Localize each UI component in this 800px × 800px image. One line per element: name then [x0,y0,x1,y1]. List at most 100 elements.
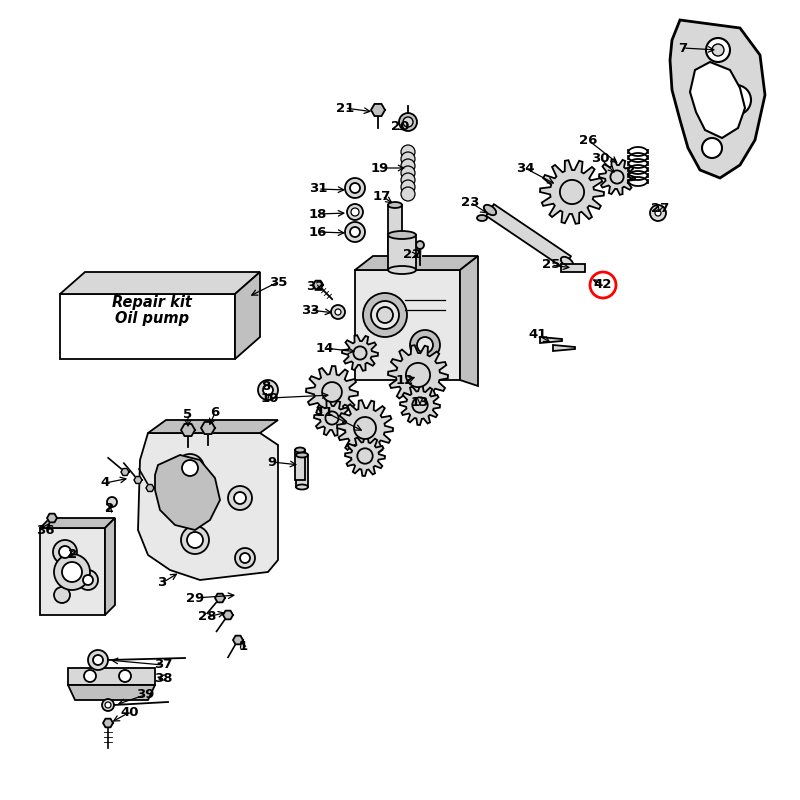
Circle shape [119,670,131,682]
Circle shape [401,187,415,201]
Text: 13: 13 [411,395,429,409]
Circle shape [358,448,373,464]
Text: 31: 31 [309,182,327,195]
Text: 25: 25 [542,258,560,271]
Text: 17: 17 [373,190,391,202]
Circle shape [234,492,246,504]
Polygon shape [40,518,115,528]
Polygon shape [68,668,155,685]
Text: 22: 22 [403,249,421,262]
Polygon shape [561,264,585,272]
Circle shape [406,363,430,387]
Text: 29: 29 [186,591,204,605]
Circle shape [84,670,96,682]
Text: 38: 38 [154,671,172,685]
Circle shape [403,117,413,127]
Ellipse shape [477,215,487,221]
Circle shape [416,241,424,249]
Circle shape [401,152,415,166]
Text: 16: 16 [309,226,327,238]
Polygon shape [105,518,115,615]
Circle shape [350,183,360,193]
Polygon shape [138,433,278,580]
Text: 41: 41 [529,329,547,342]
Polygon shape [306,366,358,418]
Text: 10: 10 [261,391,279,405]
Circle shape [258,380,278,400]
Circle shape [235,548,255,568]
Text: 2: 2 [106,502,114,514]
Circle shape [399,113,417,131]
Circle shape [560,180,584,204]
Polygon shape [233,636,243,644]
Ellipse shape [561,257,573,267]
Circle shape [54,587,70,603]
Polygon shape [388,205,402,250]
Circle shape [187,532,203,548]
Polygon shape [540,337,562,343]
Circle shape [410,330,440,360]
Circle shape [53,540,77,564]
Polygon shape [388,235,416,270]
Polygon shape [60,294,235,359]
Circle shape [322,382,342,402]
Circle shape [354,417,376,439]
Circle shape [176,454,204,482]
Text: 14: 14 [316,342,334,354]
Polygon shape [295,450,305,480]
Circle shape [655,210,661,216]
Text: 23: 23 [461,195,479,209]
Polygon shape [342,335,378,370]
Circle shape [240,553,250,563]
Text: 18: 18 [309,207,327,221]
Circle shape [182,460,198,476]
Text: 2: 2 [69,547,78,561]
Text: 37: 37 [154,658,172,671]
Polygon shape [121,469,129,475]
Polygon shape [223,610,233,619]
Circle shape [401,145,415,159]
Ellipse shape [296,453,308,458]
Text: 8: 8 [262,381,270,394]
Polygon shape [134,477,142,483]
Circle shape [83,575,93,585]
Ellipse shape [388,266,416,274]
Circle shape [105,702,111,708]
Circle shape [93,655,103,665]
Text: 42: 42 [594,278,612,291]
Circle shape [54,554,90,590]
Text: 5: 5 [183,409,193,422]
Circle shape [228,486,252,510]
Polygon shape [371,104,385,116]
Polygon shape [355,270,460,380]
Ellipse shape [388,231,416,239]
Text: 19: 19 [371,162,389,174]
Circle shape [345,178,365,198]
Polygon shape [337,400,393,456]
Polygon shape [540,160,604,224]
Polygon shape [47,514,57,522]
Polygon shape [146,485,154,491]
Polygon shape [148,420,278,433]
Circle shape [263,385,273,395]
Circle shape [371,301,399,329]
Ellipse shape [388,202,402,208]
Text: 3: 3 [158,577,166,590]
Circle shape [354,346,366,360]
Text: 1: 1 [238,641,247,654]
Circle shape [331,305,345,319]
Polygon shape [313,281,323,290]
Circle shape [78,570,98,590]
Polygon shape [40,528,105,615]
Text: 30: 30 [590,151,610,165]
Polygon shape [68,685,155,700]
Text: 35: 35 [269,275,287,289]
Text: 33: 33 [301,303,319,317]
Circle shape [181,526,209,554]
Polygon shape [486,204,571,268]
Circle shape [721,85,751,115]
Circle shape [102,699,114,711]
Circle shape [363,293,407,337]
Polygon shape [103,718,113,727]
Polygon shape [60,272,260,294]
